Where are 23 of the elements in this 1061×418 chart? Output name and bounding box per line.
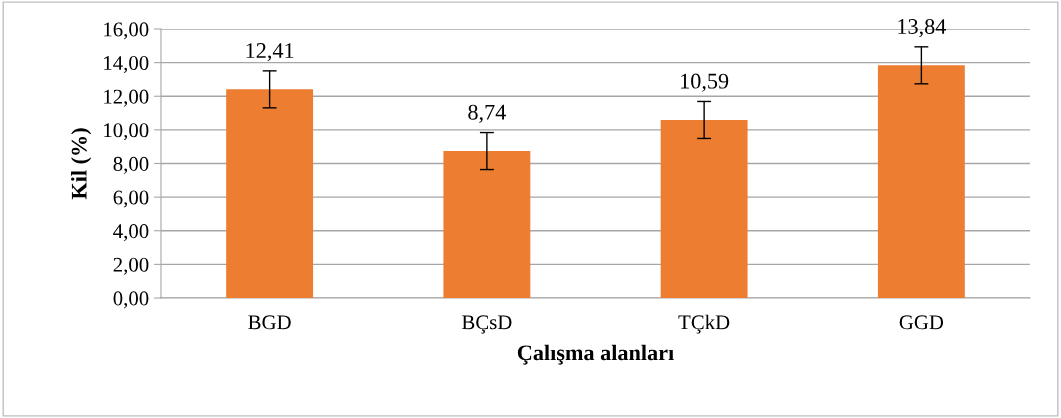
- x-axis-title: Çalışma alanları: [517, 344, 674, 365]
- x-tick-label: TÇkD: [678, 314, 730, 334]
- x-tick-label: BÇsD: [462, 315, 512, 334]
- bar: [877, 65, 965, 298]
- bar: [660, 119, 748, 298]
- x-tick-label: GGD: [899, 315, 944, 330]
- y-tick-label: 8,00: [113, 156, 149, 174]
- y-axis-title: Kil (%): [71, 128, 92, 200]
- bar: [443, 151, 531, 298]
- data-label: 13,84: [898, 18, 947, 38]
- y-tick-label: 6,00: [113, 190, 149, 208]
- y-tick-label: 0,00: [113, 291, 149, 309]
- y-tick-label: 4,00: [113, 224, 149, 242]
- y-tick-label: 14,00: [104, 56, 149, 74]
- y-tick-label: 16,00: [104, 22, 149, 40]
- y-tick-label: 12,00: [104, 89, 149, 107]
- x-tick-label: BGD: [248, 315, 291, 330]
- y-tick-label: 2,00: [113, 257, 149, 275]
- data-label: 8,74: [468, 104, 506, 123]
- data-label: 10,59: [681, 73, 729, 92]
- data-label: 12,41: [246, 43, 294, 62]
- y-tick-label: 10,00: [104, 123, 149, 141]
- bar: [226, 89, 314, 298]
